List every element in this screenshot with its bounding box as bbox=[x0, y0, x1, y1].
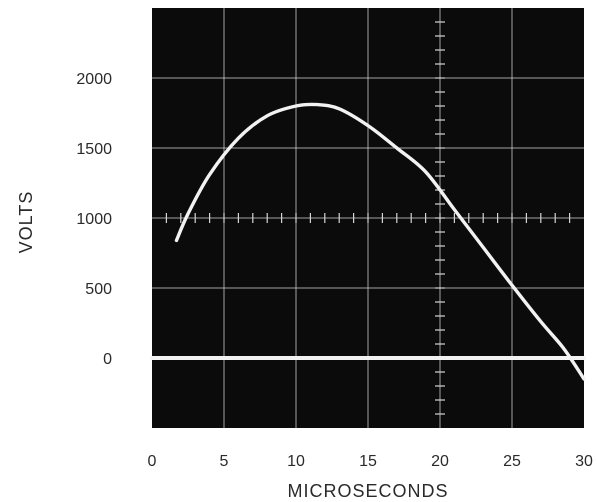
graticule-grid bbox=[152, 8, 584, 428]
x-tick-label: 25 bbox=[503, 453, 521, 470]
y-axis-title: VOLTS bbox=[16, 191, 36, 254]
y-tick-labels: 0 500 1000 1500 2000 bbox=[76, 71, 112, 368]
x-tick-labels: 0 5 10 15 20 25 30 bbox=[148, 453, 593, 470]
voltage-trace bbox=[174, 102, 586, 381]
y-tick-label: 1000 bbox=[76, 211, 112, 228]
x-axis-title: MICROSECONDS bbox=[287, 481, 448, 501]
x-tick-label: 0 bbox=[148, 453, 157, 470]
x-tick-label: 5 bbox=[220, 453, 229, 470]
x-tick-label: 20 bbox=[431, 453, 449, 470]
x-tick-label: 15 bbox=[359, 453, 377, 470]
x-tick-label: 30 bbox=[575, 453, 593, 470]
y-tick-label: 1500 bbox=[76, 141, 112, 158]
trace-layer bbox=[150, 102, 586, 381]
y-tick-label: 2000 bbox=[76, 71, 112, 88]
y-tick-label: 0 bbox=[103, 351, 112, 368]
x-tick-label: 10 bbox=[287, 453, 305, 470]
y-tick-label: 500 bbox=[85, 281, 112, 298]
